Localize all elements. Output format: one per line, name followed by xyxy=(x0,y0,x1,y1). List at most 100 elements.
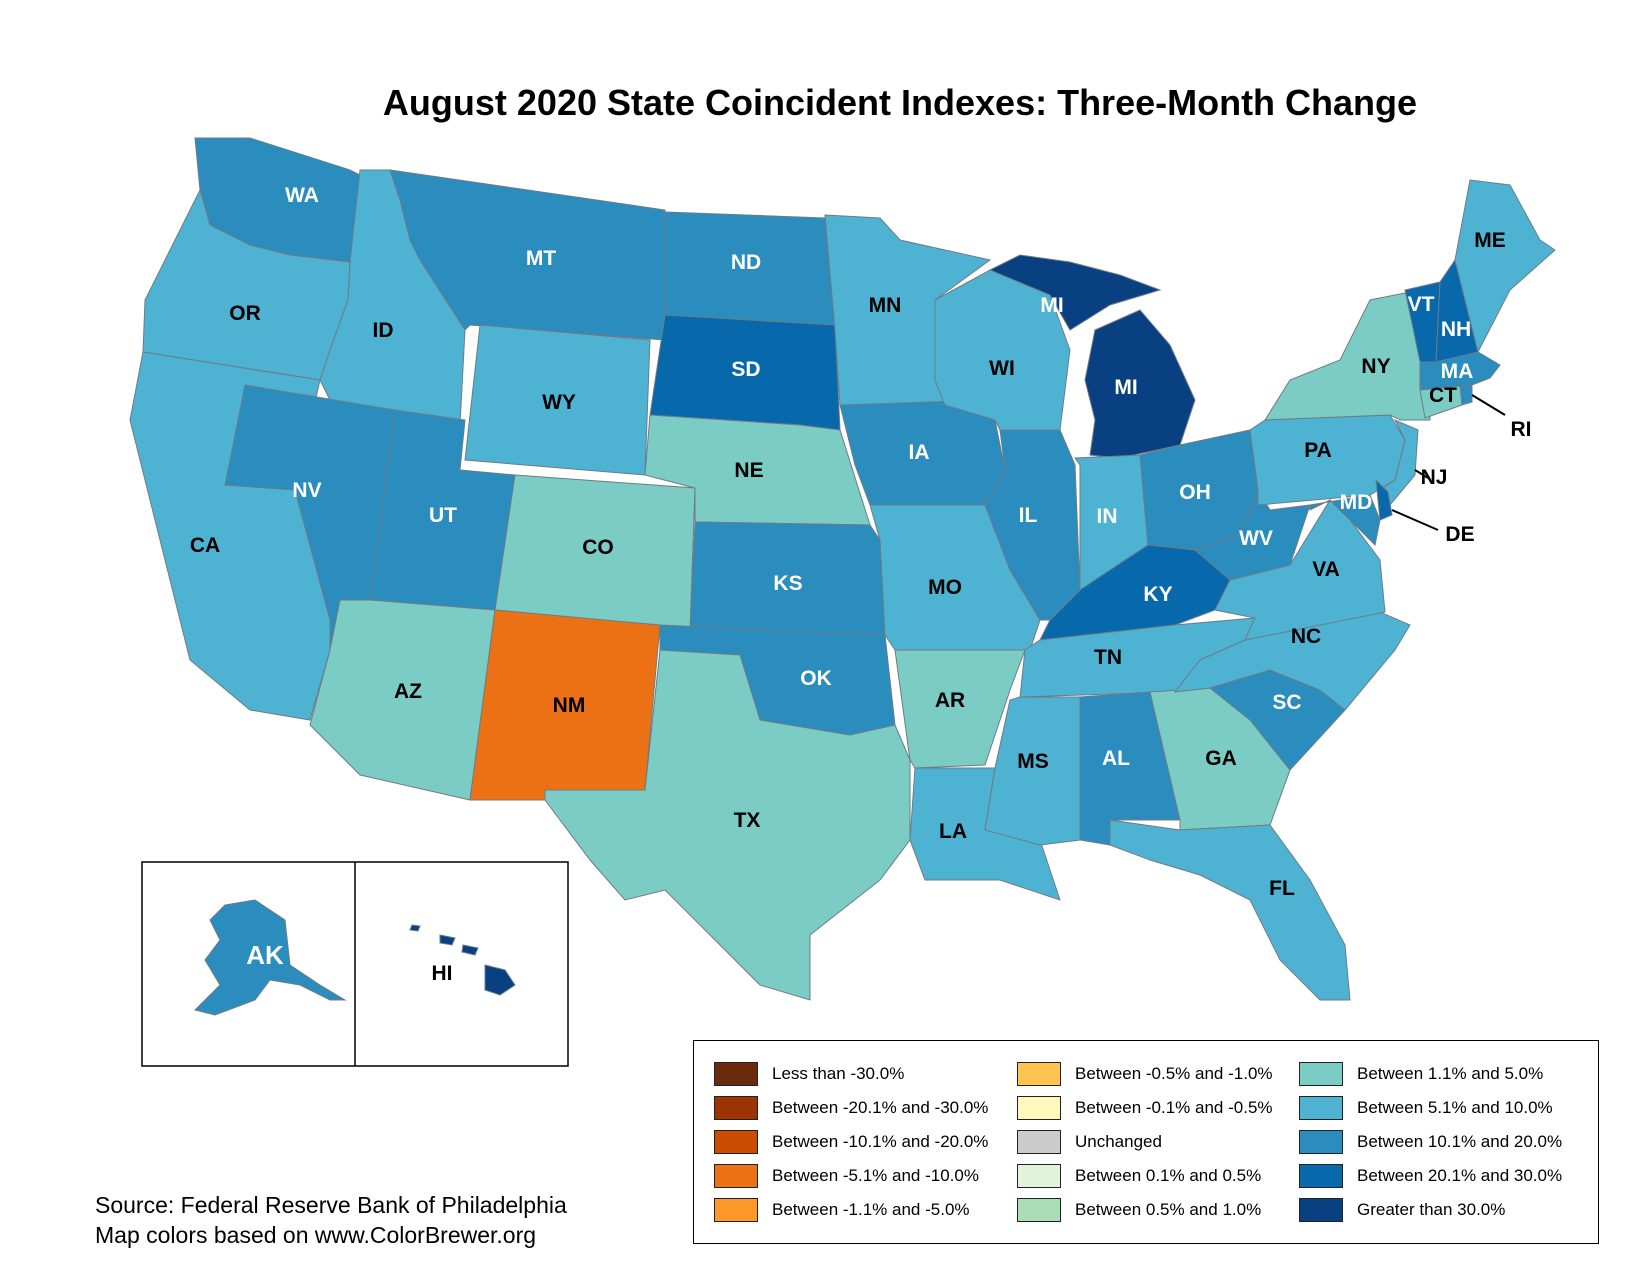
label-mo: MO xyxy=(928,576,962,599)
state-mi-up[interactable] xyxy=(988,254,1162,331)
label-va: VA xyxy=(1312,558,1340,581)
label-sd: SD xyxy=(731,358,760,381)
state-mi[interactable] xyxy=(1084,309,1196,459)
legend-label: Greater than 30.0% xyxy=(1357,1200,1506,1219)
label-al: AL xyxy=(1102,747,1130,770)
state-ak[interactable] xyxy=(194,899,347,1016)
source-note: Source: Federal Reserve Bank of Philadel… xyxy=(95,1190,567,1250)
state-hi-group[interactable] xyxy=(409,924,516,996)
legend-swatch xyxy=(1299,1198,1343,1222)
legend-label: Between 0.1% and 0.5% xyxy=(1075,1166,1262,1185)
label-vt: VT xyxy=(1408,293,1435,316)
label-nh: NH xyxy=(1441,318,1471,341)
state-tx[interactable] xyxy=(544,649,911,1001)
label-ak: AK xyxy=(246,940,284,970)
legend-swatch xyxy=(714,1198,758,1222)
legend-swatch xyxy=(1299,1062,1343,1086)
legend-label: Between 10.1% and 20.0% xyxy=(1357,1132,1563,1151)
label-ky: KY xyxy=(1143,583,1172,606)
state-ny[interactable] xyxy=(1264,289,1431,421)
legend-swatch xyxy=(1017,1062,1061,1086)
label-nv: NV xyxy=(292,479,321,502)
legend-col-3: Between 1.1% and 5.0% Between 5.1% and 10… xyxy=(1299,1057,1562,1227)
legend-item: Between 1.1% and 5.0% xyxy=(1299,1057,1562,1091)
state-il[interactable] xyxy=(984,429,1081,621)
label-mi-up: MI xyxy=(1040,294,1063,317)
legend-item: Less than -30.0% xyxy=(714,1057,988,1091)
label-ne: NE xyxy=(734,459,763,482)
legend-swatch xyxy=(714,1130,758,1154)
state-me[interactable] xyxy=(1454,179,1556,354)
label-ga: GA xyxy=(1205,747,1237,770)
state-labels: WA OR CA ID NV MT WY UT AZ CO NM ND SD N… xyxy=(190,184,1532,985)
label-nm: NM xyxy=(553,694,586,717)
legend-swatch xyxy=(1017,1096,1061,1120)
label-ca: CA xyxy=(190,534,220,557)
label-ks: KS xyxy=(773,572,802,595)
legend-item: Unchanged xyxy=(1017,1125,1273,1159)
legend-label: Less than -30.0% xyxy=(772,1064,905,1083)
legend-label: Between 1.1% and 5.0% xyxy=(1357,1064,1544,1083)
legend-label: Between -0.1% and -0.5% xyxy=(1075,1098,1273,1117)
de-leader xyxy=(1391,509,1439,531)
legend: Less than -30.0% Between -20.1% and -30.0… xyxy=(693,1040,1599,1244)
label-wi: WI xyxy=(989,357,1015,380)
label-fl: FL xyxy=(1269,877,1295,900)
legend-item: Between -5.1% and -10.0% xyxy=(714,1159,988,1193)
label-ar: AR xyxy=(935,689,965,712)
legend-swatch xyxy=(714,1096,758,1120)
label-la: LA xyxy=(939,820,967,843)
state-wv[interactable] xyxy=(1194,488,1311,581)
label-nj: NJ xyxy=(1421,466,1448,489)
label-wv: WV xyxy=(1239,527,1273,550)
legend-col-2: Between -0.5% and -1.0% Between -0.1% and… xyxy=(1017,1057,1273,1227)
state-de[interactable] xyxy=(1375,478,1393,521)
label-ms: MS xyxy=(1017,750,1049,773)
legend-swatch xyxy=(1299,1130,1343,1154)
label-in: IN xyxy=(1097,505,1118,528)
label-ok: OK xyxy=(800,667,832,690)
label-il: IL xyxy=(1019,504,1038,527)
label-id: ID xyxy=(373,319,394,342)
label-ct: CT xyxy=(1429,384,1457,407)
legend-swatch xyxy=(1017,1130,1061,1154)
legend-item: Between -1.1% and -5.0% xyxy=(714,1193,988,1227)
legend-item: Between 0.1% and 0.5% xyxy=(1017,1159,1273,1193)
legend-label: Between -20.1% and -30.0% xyxy=(772,1098,989,1117)
label-az: AZ xyxy=(394,680,422,703)
state-ri[interactable] xyxy=(1459,384,1473,406)
legend-item: Between -0.1% and -0.5% xyxy=(1017,1091,1273,1125)
legend-item: Greater than 30.0% xyxy=(1299,1193,1562,1227)
legend-label: Between 0.5% and 1.0% xyxy=(1075,1200,1262,1219)
legend-item: Between -10.1% and -20.0% xyxy=(714,1125,988,1159)
state-hi[interactable] xyxy=(484,964,516,996)
label-tn: TN xyxy=(1094,646,1122,669)
legend-label: Between 20.1% and 30.0% xyxy=(1357,1166,1563,1185)
legend-item: Between 5.1% and 10.0% xyxy=(1299,1091,1562,1125)
label-md: MD xyxy=(1340,491,1373,514)
state-md[interactable] xyxy=(1309,494,1381,547)
label-wa: WA xyxy=(285,184,319,207)
ri-leader xyxy=(1471,394,1506,416)
legend-item: Between 0.5% and 1.0% xyxy=(1017,1193,1273,1227)
legend-label: Between -5.1% and -10.0% xyxy=(772,1166,979,1185)
state-hi-islands[interactable] xyxy=(409,924,479,956)
legend-swatch xyxy=(1299,1096,1343,1120)
legend-item: Between 10.1% and 20.0% xyxy=(1299,1125,1562,1159)
label-ia: IA xyxy=(909,441,930,464)
label-oh: OH xyxy=(1179,481,1211,504)
label-ut: UT xyxy=(429,504,457,527)
label-co: CO xyxy=(582,536,614,559)
legend-item: Between -20.1% and -30.0% xyxy=(714,1091,988,1125)
label-ri: RI xyxy=(1511,418,1532,441)
label-nc: NC xyxy=(1291,625,1321,648)
state-fl[interactable] xyxy=(1109,819,1351,1001)
legend-swatch xyxy=(714,1062,758,1086)
label-wy: WY xyxy=(542,391,576,414)
label-sc: SC xyxy=(1272,691,1301,714)
legend-label: Between 5.1% and 10.0% xyxy=(1357,1098,1553,1117)
colorbrewer-line: Map colors based on www.ColorBrewer.org xyxy=(95,1222,537,1248)
legend-swatch xyxy=(1017,1198,1061,1222)
